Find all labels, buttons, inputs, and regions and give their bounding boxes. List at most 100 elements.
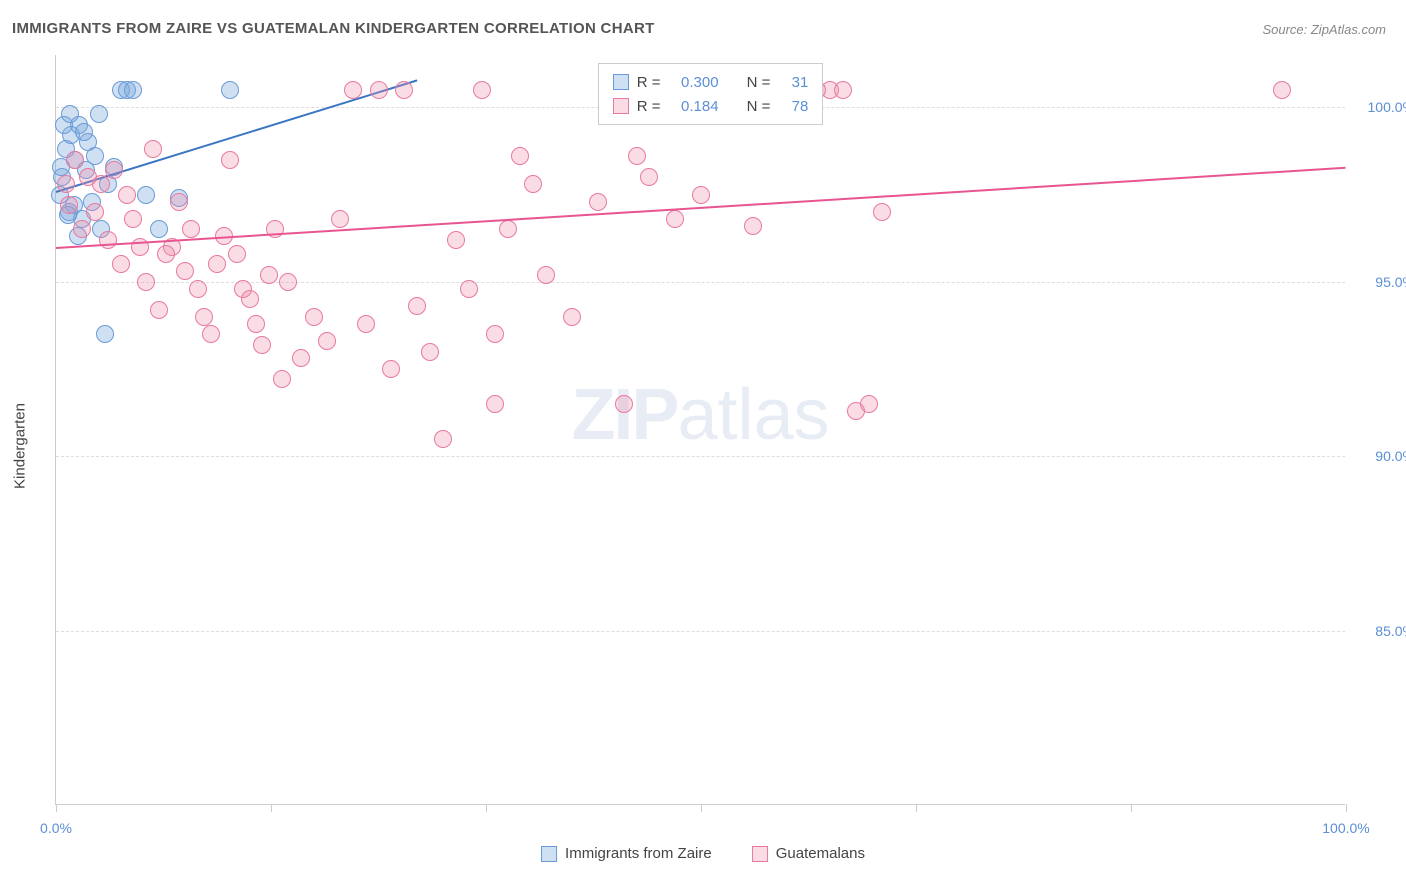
data-point: [344, 81, 362, 99]
data-point: [61, 105, 79, 123]
xtick: [916, 804, 917, 812]
data-point: [170, 193, 188, 211]
xtick: [56, 804, 57, 812]
data-point: [221, 81, 239, 99]
xtick: [486, 804, 487, 812]
stats-legend-row: R =0.300N =31: [613, 70, 809, 94]
data-point: [486, 325, 504, 343]
gridline: [56, 456, 1345, 457]
legend-label-guatemalans: Guatemalans: [776, 845, 865, 862]
n-value: 78: [778, 98, 808, 115]
data-point: [292, 349, 310, 367]
data-point: [589, 193, 607, 211]
xtick: [271, 804, 272, 812]
legend-swatch: [613, 74, 629, 90]
ytick-label: 100.0%: [1355, 99, 1406, 115]
data-point: [253, 336, 271, 354]
data-point: [66, 151, 84, 169]
ytick-label: 85.0%: [1355, 623, 1406, 639]
data-point: [628, 147, 646, 165]
data-point: [537, 266, 555, 284]
data-point: [499, 220, 517, 238]
data-point: [182, 220, 200, 238]
data-point: [447, 231, 465, 249]
ytick-label: 95.0%: [1355, 274, 1406, 290]
data-point: [90, 105, 108, 123]
chart-title: IMMIGRANTS FROM ZAIRE VS GUATEMALAN KIND…: [12, 20, 655, 37]
data-point: [666, 210, 684, 228]
data-point: [486, 395, 504, 413]
data-point: [421, 343, 439, 361]
data-point: [86, 147, 104, 165]
data-point: [434, 430, 452, 448]
n-label: N =: [747, 74, 771, 91]
watermark-atlas: atlas: [677, 375, 829, 455]
data-point: [331, 210, 349, 228]
data-point: [86, 203, 104, 221]
xtick: [701, 804, 702, 812]
data-point: [112, 255, 130, 273]
data-point: [157, 245, 175, 263]
r-label: R =: [637, 98, 661, 115]
data-point: [96, 325, 114, 343]
data-point: [1273, 81, 1291, 99]
data-point: [260, 266, 278, 284]
xtick: [1131, 804, 1132, 812]
data-point: [176, 262, 194, 280]
r-label: R =: [637, 74, 661, 91]
data-point: [860, 395, 878, 413]
data-point: [834, 81, 852, 99]
data-point: [692, 186, 710, 204]
stats-legend: R =0.300N =31R =0.184N =78: [598, 63, 824, 125]
data-point: [228, 245, 246, 263]
data-point: [873, 203, 891, 221]
data-point: [305, 308, 323, 326]
data-point: [124, 210, 142, 228]
data-point: [118, 186, 136, 204]
data-point: [247, 315, 265, 333]
r-value: 0.184: [669, 98, 719, 115]
legend-label-zaire: Immigrants from Zaire: [565, 845, 712, 862]
legend-item-zaire: Immigrants from Zaire: [541, 845, 712, 862]
data-point: [73, 220, 91, 238]
data-point: [144, 140, 162, 158]
data-point: [189, 280, 207, 298]
data-point: [75, 123, 93, 141]
data-point: [511, 147, 529, 165]
data-point: [640, 168, 658, 186]
data-point: [150, 220, 168, 238]
data-point: [382, 360, 400, 378]
r-value: 0.300: [669, 74, 719, 91]
data-point: [208, 255, 226, 273]
ytick-label: 90.0%: [1355, 448, 1406, 464]
data-point: [202, 325, 220, 343]
data-point: [615, 395, 633, 413]
trend-line: [56, 167, 1346, 249]
plot-area: ZIPatlas 85.0%90.0%95.0%100.0%0.0%100.0%…: [55, 55, 1345, 805]
n-label: N =: [747, 98, 771, 115]
legend-swatch-zaire: [541, 846, 557, 862]
data-point: [57, 175, 75, 193]
data-point: [105, 161, 123, 179]
data-point: [137, 186, 155, 204]
xtick-label: 0.0%: [40, 820, 72, 836]
bottom-legend: Immigrants from Zaire Guatemalans: [541, 845, 865, 862]
data-point: [79, 168, 97, 186]
gridline: [56, 631, 1345, 632]
data-point: [473, 81, 491, 99]
watermark-zip: ZIP: [571, 375, 677, 455]
data-point: [357, 315, 375, 333]
data-point: [318, 332, 336, 350]
data-point: [744, 217, 762, 235]
y-axis-label: Kindergarten: [12, 403, 29, 489]
xtick: [1346, 804, 1347, 812]
data-point: [273, 370, 291, 388]
data-point: [460, 280, 478, 298]
legend-swatch: [613, 98, 629, 114]
data-point: [370, 81, 388, 99]
xtick-label: 100.0%: [1322, 820, 1369, 836]
watermark: ZIPatlas: [571, 374, 829, 456]
data-point: [279, 273, 297, 291]
data-point: [234, 280, 252, 298]
data-point: [195, 308, 213, 326]
